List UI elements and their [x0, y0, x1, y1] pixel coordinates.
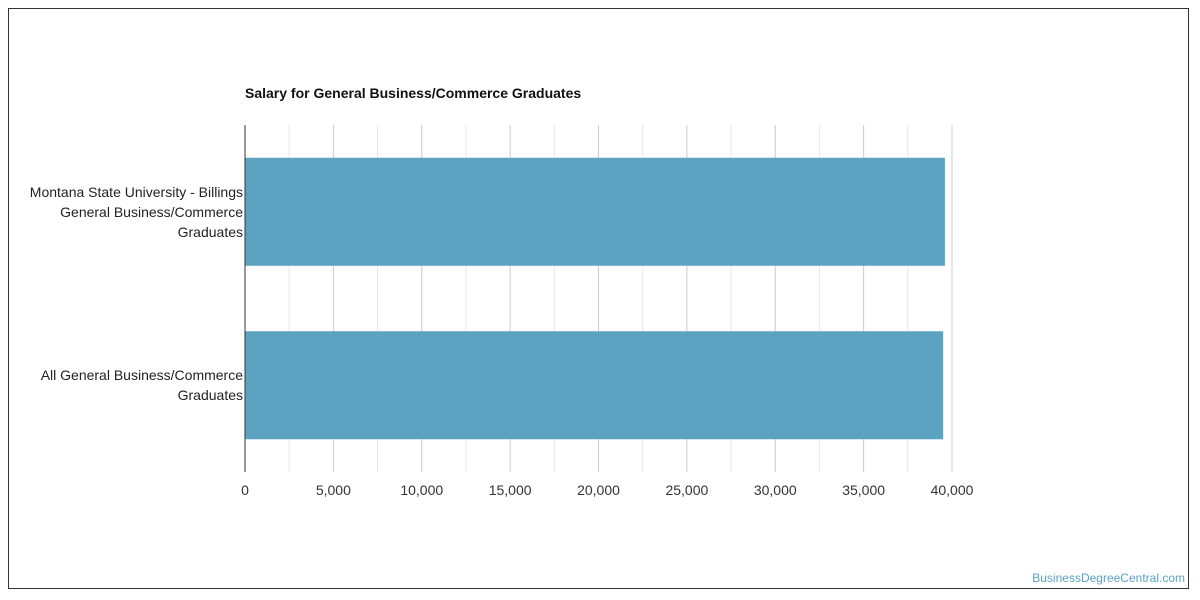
x-tick-label: 40,000 — [931, 482, 974, 498]
bar-1[interactable] — [245, 331, 944, 440]
x-tick-label: 15,000 — [489, 482, 532, 498]
x-tick-labels: 0 5,000 10,000 15,000 20,000 25,000 30,000 35,0… — [241, 482, 974, 498]
x-tick-label: 20,000 — [577, 482, 620, 498]
chart-title: Salary for General Business/Commerce Gra… — [245, 85, 582, 101]
x-tick-label: 10,000 — [400, 482, 443, 498]
bars — [245, 157, 945, 440]
category-label-1: All General Business/Commerce Graduates — [40, 367, 243, 403]
x-tick-label: 0 — [241, 482, 249, 498]
x-tick-label: 35,000 — [842, 482, 885, 498]
x-tick-label: 30,000 — [754, 482, 797, 498]
bar-0[interactable] — [245, 157, 945, 266]
x-tick-label: 5,000 — [316, 482, 351, 498]
category-label-0: Montana State University - Billings Gene… — [29, 184, 243, 240]
x-tick-label: 25,000 — [665, 482, 708, 498]
watermark-link[interactable]: BusinessDegreeCentral.com — [1032, 571, 1185, 585]
